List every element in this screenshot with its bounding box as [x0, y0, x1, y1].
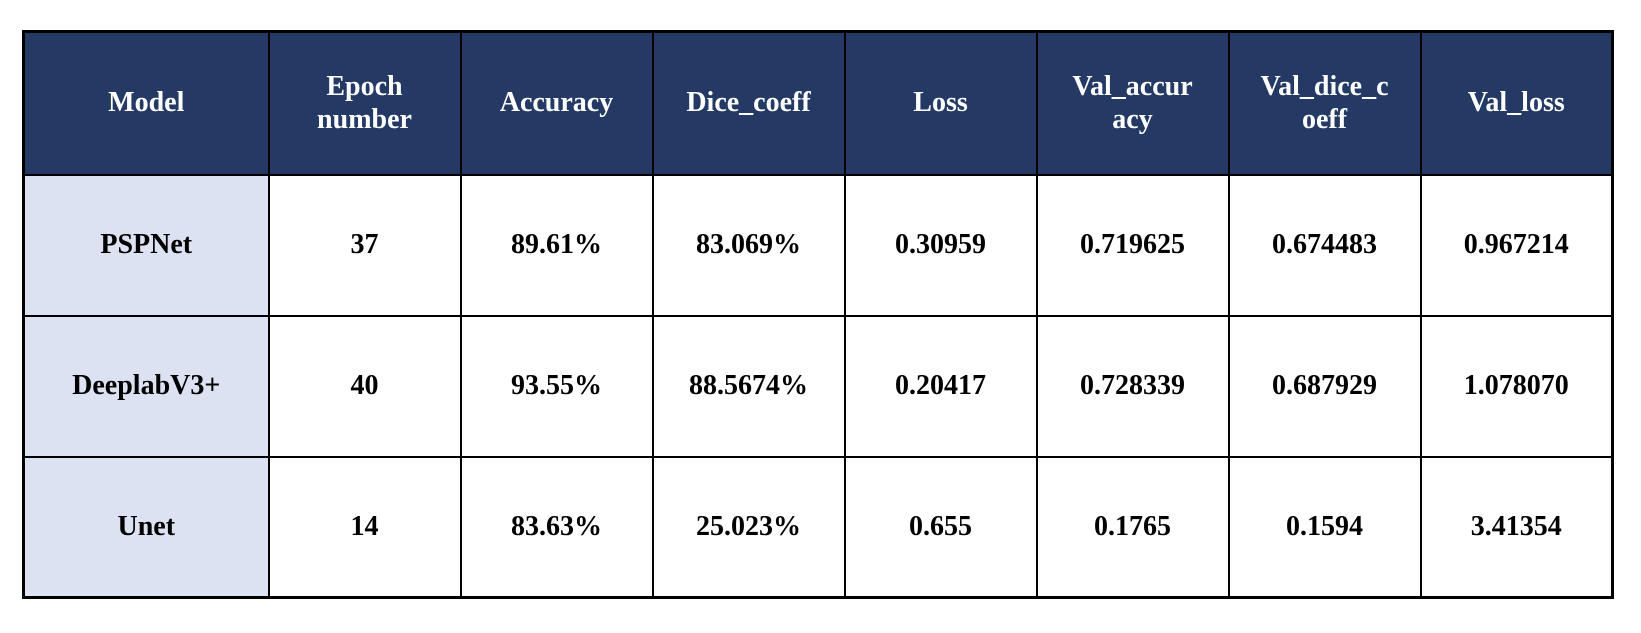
val-loss-cell: 0.967214: [1419, 173, 1614, 317]
model-name-cell: DeeplabV3+: [22, 314, 270, 458]
column-header-dice-coeff: Dice_coeff: [651, 30, 846, 176]
epoch-number-cell: 37: [267, 173, 462, 317]
column-header-accuracy: Accuracy: [459, 30, 654, 176]
column-header-loss: Loss: [843, 30, 1038, 176]
val-dice-coeff-cell: 0.1594: [1227, 455, 1422, 599]
epoch-number-cell: 14: [267, 455, 462, 599]
val-dice-coeff-cell: 0.687929: [1227, 314, 1422, 458]
model-comparison-table: Model Epoch number Accuracy Dice_coeff L…: [22, 30, 1614, 599]
header-row: Model Epoch number Accuracy Dice_coeff L…: [22, 30, 1614, 176]
model-name-cell: Unet: [22, 455, 270, 599]
column-header-val-loss: Val_loss: [1419, 30, 1614, 176]
accuracy-cell: 89.61%: [459, 173, 654, 317]
loss-cell: 0.20417: [843, 314, 1038, 458]
epoch-number-cell: 40: [267, 314, 462, 458]
table-row-deeplabv3plus: DeeplabV3+ 40 93.55% 88.5674% 0.20417 0.…: [22, 314, 1614, 458]
table-row-pspnet: PSPNet 37 89.61% 83.069% 0.30959 0.71962…: [22, 173, 1614, 317]
val-loss-cell: 1.078070: [1419, 314, 1614, 458]
accuracy-cell: 93.55%: [459, 314, 654, 458]
column-header-model: Model: [22, 30, 270, 176]
accuracy-cell: 83.63%: [459, 455, 654, 599]
loss-cell: 0.30959: [843, 173, 1038, 317]
model-comparison-table-container: Model Epoch number Accuracy Dice_coeff L…: [22, 30, 1614, 599]
loss-cell: 0.655: [843, 455, 1038, 599]
dice-coeff-cell: 83.069%: [651, 173, 846, 317]
column-header-val-dice-coeff: Val_dice_c oeff: [1227, 30, 1422, 176]
val-accuracy-cell: 0.728339: [1035, 314, 1230, 458]
val-dice-coeff-cell: 0.674483: [1227, 173, 1422, 317]
table-row-unet: Unet 14 83.63% 25.023% 0.655 0.1765 0.15…: [22, 455, 1614, 599]
dice-coeff-cell: 88.5674%: [651, 314, 846, 458]
dice-coeff-cell: 25.023%: [651, 455, 846, 599]
column-header-epoch-number: Epoch number: [267, 30, 462, 176]
model-name-cell: PSPNet: [22, 173, 270, 317]
column-header-val-accuracy: Val_accur acy: [1035, 30, 1230, 176]
val-accuracy-cell: 0.1765: [1035, 455, 1230, 599]
val-loss-cell: 3.41354: [1419, 455, 1614, 599]
val-accuracy-cell: 0.719625: [1035, 173, 1230, 317]
